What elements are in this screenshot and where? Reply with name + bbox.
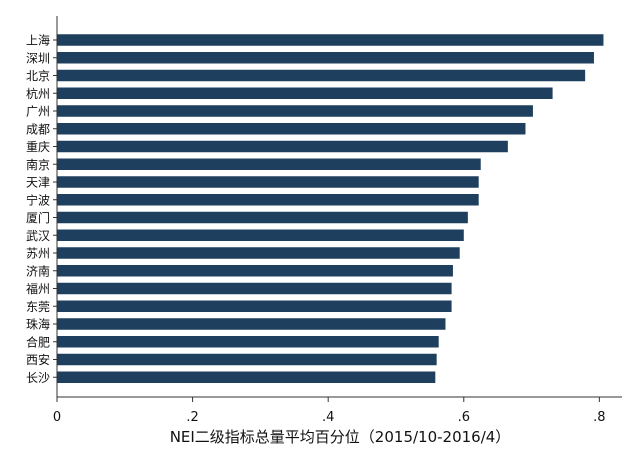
bar [57, 318, 446, 330]
y-tick-label: 苏州 [26, 247, 50, 261]
y-tick-label: 杭州 [26, 86, 50, 101]
x-tick-label: .8 [593, 410, 605, 425]
x-axis: 0 .2 .4 .6 .8 [53, 396, 622, 425]
bar [57, 158, 481, 170]
bar [57, 34, 604, 46]
y-tick-label: 厦门 [26, 210, 50, 225]
x-tick-label: .4 [322, 410, 334, 425]
bar [57, 229, 464, 241]
bar [57, 123, 526, 135]
y-tick-label: 东莞 [26, 300, 50, 314]
y-tick-label: 长沙 [26, 371, 50, 385]
bar [57, 176, 479, 188]
x-tick-label: .6 [458, 410, 470, 425]
bar [57, 300, 452, 312]
y-tick-label: 西安 [26, 352, 50, 367]
x-axis-label: NEI二级指标总量平均百分位（2015/10-2016/4） [170, 428, 511, 446]
bar [57, 371, 436, 383]
y-tick-label: 济南 [26, 263, 50, 278]
y-tick-label: 重庆 [26, 140, 50, 154]
x-tick-label: .2 [186, 410, 198, 425]
bar [57, 52, 594, 64]
bar [57, 105, 533, 117]
y-tick-label: 合肥 [26, 334, 50, 349]
bar [57, 336, 439, 348]
bar [57, 69, 586, 82]
bar [57, 211, 468, 224]
bar [57, 265, 453, 277]
y-tick-label: 成都 [26, 122, 50, 136]
y-tick-label: 武汉 [26, 229, 50, 243]
bars-group [57, 34, 604, 383]
y-tick-label: 天津 [26, 176, 50, 190]
bar [57, 140, 508, 153]
y-tick-label: 南京 [26, 157, 50, 172]
y-tick-label: 深圳 [26, 51, 50, 65]
y-tick-label: 宁波 [26, 192, 50, 207]
bar [57, 247, 460, 259]
x-tick-label: 0 [53, 410, 61, 425]
y-tick-label: 广州 [26, 105, 50, 119]
bar [57, 353, 437, 366]
y-tick-label: 上海 [26, 33, 50, 48]
y-tick-label: 珠海 [26, 317, 50, 332]
bar [57, 194, 479, 206]
bar [57, 282, 452, 295]
y-tick-label: 福州 [26, 281, 50, 296]
bar [57, 87, 553, 99]
y-tick-label: 北京 [26, 69, 50, 83]
